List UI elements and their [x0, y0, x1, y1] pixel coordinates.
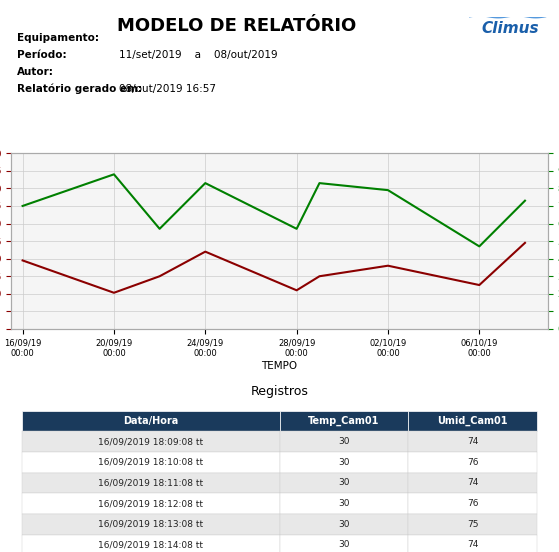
- Text: 74: 74: [467, 479, 479, 487]
- Text: 16/09/2019 18:10:08 tt: 16/09/2019 18:10:08 tt: [98, 458, 203, 467]
- Bar: [22, 411, 280, 431]
- Bar: [280, 534, 408, 552]
- Text: 30: 30: [338, 458, 349, 467]
- Bar: [22, 431, 280, 452]
- Bar: [408, 473, 537, 493]
- Text: 16/09/2019 18:13:08 tt: 16/09/2019 18:13:08 tt: [98, 520, 203, 529]
- Text: 08/out/2019 16:57: 08/out/2019 16:57: [119, 83, 216, 93]
- Text: 11/set/2019    a    08/out/2019: 11/set/2019 a 08/out/2019: [119, 50, 277, 60]
- Bar: [280, 452, 408, 473]
- Bar: [22, 493, 280, 514]
- Text: Período:: Período:: [17, 50, 66, 60]
- Text: 16/09/2019 18:11:08 tt: 16/09/2019 18:11:08 tt: [98, 479, 203, 487]
- Bar: [22, 473, 280, 493]
- Text: 30: 30: [338, 499, 349, 508]
- Bar: [408, 534, 537, 552]
- Text: 16/09/2019 18:09:08 tt: 16/09/2019 18:09:08 tt: [98, 437, 203, 446]
- Text: 30: 30: [338, 520, 349, 529]
- Bar: [408, 431, 537, 452]
- Text: Umid_Cam01: Umid_Cam01: [438, 416, 508, 426]
- Text: Autor:: Autor:: [17, 67, 54, 77]
- Text: 30: 30: [338, 540, 349, 549]
- Bar: [408, 493, 537, 514]
- Text: Temp_Cam01: Temp_Cam01: [308, 416, 380, 426]
- Text: 30: 30: [338, 479, 349, 487]
- Text: 76: 76: [467, 458, 479, 467]
- Text: Climus: Climus: [481, 21, 539, 36]
- Text: 74: 74: [467, 437, 479, 446]
- Text: 30: 30: [338, 437, 349, 446]
- Bar: [408, 452, 537, 473]
- Text: Data/Hora: Data/Hora: [123, 416, 178, 426]
- Bar: [280, 431, 408, 452]
- Bar: [22, 452, 280, 473]
- Text: Relatório gerado em:: Relatório gerado em:: [17, 83, 141, 93]
- Bar: [280, 493, 408, 514]
- Text: 76: 76: [467, 499, 479, 508]
- Text: Registros: Registros: [250, 385, 309, 398]
- Bar: [408, 514, 537, 534]
- Text: 16/09/2019 18:14:08 tt: 16/09/2019 18:14:08 tt: [98, 540, 203, 549]
- Text: 16/09/2019 18:12:08 tt: 16/09/2019 18:12:08 tt: [98, 499, 203, 508]
- Bar: [22, 514, 280, 534]
- X-axis label: TEMPO: TEMPO: [262, 361, 297, 371]
- Text: Equipamento:: Equipamento:: [17, 33, 98, 44]
- Text: 74: 74: [467, 540, 479, 549]
- Bar: [280, 514, 408, 534]
- Bar: [280, 473, 408, 493]
- Text: MODELO DE RELATÓRIO: MODELO DE RELATÓRIO: [117, 17, 356, 35]
- Bar: [280, 411, 408, 431]
- Text: 75: 75: [467, 520, 479, 529]
- Bar: [408, 411, 537, 431]
- Bar: [22, 534, 280, 552]
